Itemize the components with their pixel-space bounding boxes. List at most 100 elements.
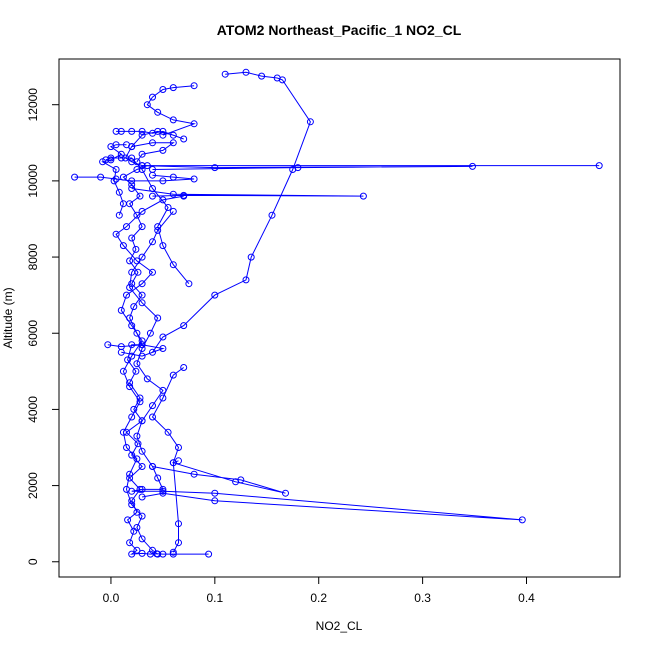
data-point (146, 550, 154, 558)
data-point (190, 175, 198, 183)
series-13 (128, 139, 177, 166)
data-point (126, 383, 134, 391)
data-point (138, 337, 146, 345)
data-point (133, 166, 141, 173)
y-axis-label: Altitude (m) (1, 287, 15, 348)
x-axis: 0.0 0.1 0.2 0.3 0.4 (103, 576, 535, 605)
data-point (132, 245, 140, 253)
data-point (128, 550, 136, 558)
data-point (518, 516, 526, 524)
data-point (124, 516, 132, 524)
data-point (154, 223, 162, 231)
data-point (149, 192, 156, 200)
data-point (149, 129, 156, 137)
data-point (133, 508, 141, 516)
data-point (138, 166, 146, 173)
data-point (175, 444, 182, 451)
data-point (133, 524, 141, 531)
data-point (149, 348, 156, 356)
data-point (128, 413, 136, 421)
data-point (115, 188, 123, 196)
data-point (211, 497, 219, 505)
data-point (159, 86, 167, 93)
data-point (169, 173, 177, 181)
data-point (149, 546, 156, 554)
data-point (595, 162, 603, 170)
data-point (71, 173, 79, 181)
series-6 (128, 185, 367, 200)
data-point (138, 493, 146, 501)
data-point (169, 131, 177, 139)
data-point (138, 352, 146, 360)
data-point (128, 341, 136, 349)
series-line (142, 165, 473, 170)
data-point (138, 253, 146, 261)
data-point (159, 242, 167, 250)
series-line (129, 211, 523, 521)
data-point (117, 306, 125, 314)
x-tick-label: 0.4 (518, 591, 535, 605)
data-point (128, 451, 136, 459)
y-tick-label: 12000 (26, 88, 40, 122)
data-point (128, 181, 136, 189)
data-point (169, 550, 177, 558)
data-point (128, 352, 136, 360)
data-point (143, 375, 151, 383)
data-point (110, 177, 118, 185)
data-point (149, 463, 156, 470)
series-12 (102, 154, 193, 288)
data-point (258, 72, 266, 80)
data-point (133, 546, 141, 554)
data-point (149, 139, 156, 147)
data-point (119, 428, 127, 436)
series-3 (143, 82, 198, 139)
data-point (359, 192, 367, 200)
data-point (190, 470, 198, 478)
data-point (128, 322, 136, 330)
data-point (138, 345, 146, 352)
chart-title: ATOM2 Northeast_Pacific_1 NO2_CL (217, 22, 462, 38)
series-5 (138, 162, 476, 173)
data-point (112, 175, 120, 183)
x-tick-label: 0.3 (414, 591, 431, 605)
data-point (138, 447, 146, 455)
data-point (180, 192, 188, 200)
data-point (149, 166, 156, 173)
data-point (190, 82, 198, 90)
series-line (107, 344, 165, 357)
data-point (112, 166, 120, 173)
y-tick-label: 8000 (26, 243, 40, 270)
data-point (123, 444, 130, 451)
data-point (242, 68, 250, 76)
data-point (138, 223, 146, 231)
data-point (169, 371, 177, 379)
data-point (138, 150, 146, 158)
data-point (119, 200, 127, 208)
series-2 (149, 68, 314, 356)
data-point (149, 402, 156, 410)
data-point (138, 463, 146, 470)
data-point (169, 548, 177, 556)
data-point (232, 478, 240, 486)
data-point (138, 207, 146, 215)
data-point (164, 428, 172, 436)
data-point (112, 127, 120, 135)
data-point (159, 487, 167, 495)
data-point (159, 127, 167, 135)
data-point (169, 459, 177, 467)
data-point (133, 158, 141, 166)
data-point (130, 303, 138, 311)
data-point (128, 501, 136, 509)
data-point (138, 280, 146, 288)
data-point (469, 162, 476, 170)
data-point (143, 101, 151, 109)
series-4 (71, 171, 198, 185)
series-line (151, 367, 184, 553)
data-point (149, 185, 156, 192)
x-tick-label: 0.1 (206, 591, 223, 605)
data-point (97, 173, 105, 181)
data-point (128, 154, 136, 162)
data-point (138, 485, 146, 493)
data-point (180, 135, 188, 143)
data-point (136, 398, 144, 406)
